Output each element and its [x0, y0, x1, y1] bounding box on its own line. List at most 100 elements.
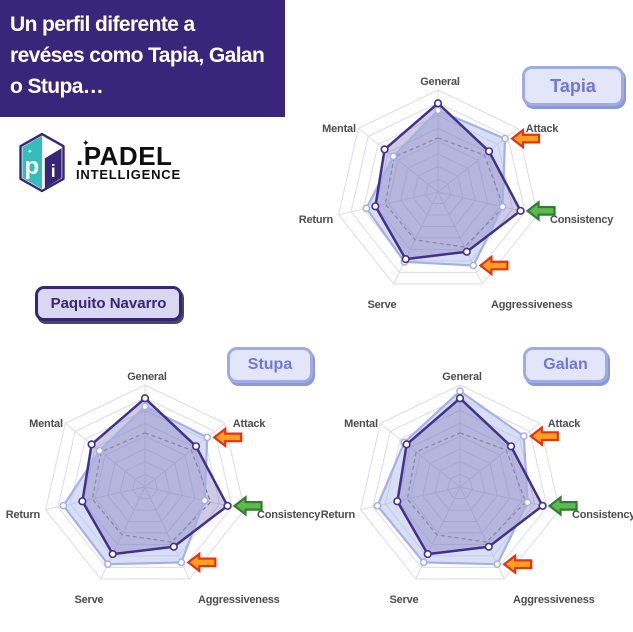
base-point-marker — [516, 206, 525, 215]
rival-point-marker — [95, 446, 104, 455]
logo-left-face — [22, 135, 42, 190]
rival-point-marker — [523, 498, 532, 507]
brand-name: .PADEL — [76, 141, 173, 171]
orange-arrow-icon-aggressiveness — [478, 254, 509, 277]
rival-point-marker — [501, 134, 509, 143]
header-banner: Un perfil diferente a revéses como Tapia… — [0, 0, 285, 117]
rival-series-line — [62, 405, 209, 566]
base-point-marker — [402, 440, 411, 449]
axis-label-serve: Serve — [75, 594, 104, 606]
grid-spoke — [338, 191, 439, 216]
sparkle-icon: ✦ — [82, 138, 90, 148]
axis-label-serve: Serve — [390, 594, 419, 606]
logo-right-face — [44, 148, 62, 189]
base-series-line — [374, 102, 522, 261]
base-point-marker — [78, 497, 87, 506]
rival-point-marker — [498, 202, 507, 211]
grid-ring — [82, 422, 208, 545]
base-point-marker — [423, 549, 432, 559]
axis-label-aggressiveness: Aggressiveness — [491, 299, 573, 311]
rival-point-marker — [203, 433, 212, 442]
average-series-line — [384, 137, 505, 248]
base-point-marker — [169, 542, 178, 551]
base-point-marker — [223, 501, 232, 510]
logo-letter-p: p — [24, 153, 39, 180]
base-point-marker — [140, 394, 150, 403]
grid-ring — [119, 460, 171, 511]
green-arrow-icon-consistency — [547, 495, 578, 517]
grid-ring — [384, 409, 536, 557]
base-point-marker — [401, 254, 410, 264]
average-series-line — [406, 432, 527, 543]
rival-point-marker — [200, 496, 209, 505]
axis-label-aggressiveness: Aggressiveness — [198, 594, 280, 606]
rival-series-area — [63, 406, 208, 565]
rival-point-marker — [456, 387, 464, 395]
grid-ring — [362, 114, 514, 262]
grid-ring — [400, 153, 476, 227]
base-point-marker — [371, 202, 380, 211]
axis-label-general: General — [420, 76, 460, 88]
header-title-line-3: o Stupa… — [10, 75, 104, 98]
grid-ring — [372, 397, 548, 568]
axis-label-general: General — [127, 371, 167, 383]
axis-label-aggressiveness: Aggressiveness — [513, 594, 595, 606]
rival-point-marker — [434, 106, 442, 115]
rival-series-area — [377, 391, 528, 565]
grid-ring — [132, 473, 158, 499]
player-badge: Paquito Navarro — [35, 286, 182, 321]
base-point-marker — [484, 147, 494, 156]
base-point-marker — [87, 440, 96, 449]
rival-point-marker — [373, 501, 382, 510]
base-series-area — [375, 103, 521, 260]
chart-title-galan: Galan — [523, 347, 608, 383]
base-point-marker — [393, 497, 402, 506]
radar-chart-stupa: General Attack Consistency Aggressiveness Se… — [6, 371, 322, 606]
grid-ring — [57, 397, 233, 568]
sparkle-icon: ✦ — [27, 148, 33, 156]
base-series-area — [82, 398, 228, 555]
green-arrow-icon-consistency — [232, 495, 263, 517]
grid-ring — [350, 102, 526, 273]
base-point-marker — [455, 394, 465, 403]
orange-arrow-icon-attack — [212, 426, 243, 449]
axis-label-mental: Mental — [322, 123, 356, 135]
base-point-marker — [538, 501, 547, 510]
rival-series-line — [365, 109, 507, 267]
grid-ring — [434, 460, 486, 511]
average-series-line — [91, 432, 212, 543]
rival-point-marker — [389, 152, 398, 161]
grid-spoke — [393, 191, 439, 285]
axis-label-attack: Attack — [233, 418, 267, 430]
grid-ring — [397, 422, 523, 545]
base-point-marker — [462, 247, 471, 256]
grid-ring — [94, 435, 196, 534]
header-title-line-2: revéses como Tapia, Galan — [10, 44, 265, 67]
grid-spoke — [64, 423, 146, 488]
grid-ring — [409, 435, 511, 534]
orange-arrow-icon-attack — [528, 425, 559, 447]
axis-label-serve: Serve — [368, 299, 397, 311]
base-series-line — [396, 397, 544, 556]
rival-point-marker — [519, 432, 528, 440]
brand-logo-icon: p i ✦ — [19, 132, 65, 193]
base-series-area — [397, 398, 543, 555]
radar-chart-tapia: General Attack Consistency Aggressiveness Se… — [299, 76, 615, 311]
axis-label-attack: Attack — [548, 418, 582, 430]
chart-title-tapia: Tapia — [522, 66, 624, 106]
rival-point-marker — [177, 558, 186, 567]
axis-label-consistency: Consistency — [550, 214, 614, 226]
base-point-marker — [484, 542, 493, 551]
chart-title-stupa: Stupa — [227, 347, 313, 383]
brand-logo: p i ✦ ✦ .PADEL INTELLIGENCE — [14, 131, 181, 195]
axis-label-consistency: Consistency — [257, 509, 321, 521]
axis-label-return: Return — [6, 509, 41, 521]
rival-series-line — [376, 389, 529, 566]
grid-ring — [412, 165, 464, 216]
base-point-marker — [191, 442, 201, 451]
base-point-marker — [108, 549, 117, 559]
rival-point-marker — [419, 558, 428, 567]
base-series-line — [81, 397, 229, 556]
base-point-marker — [506, 442, 516, 451]
rival-point-marker — [141, 402, 149, 411]
